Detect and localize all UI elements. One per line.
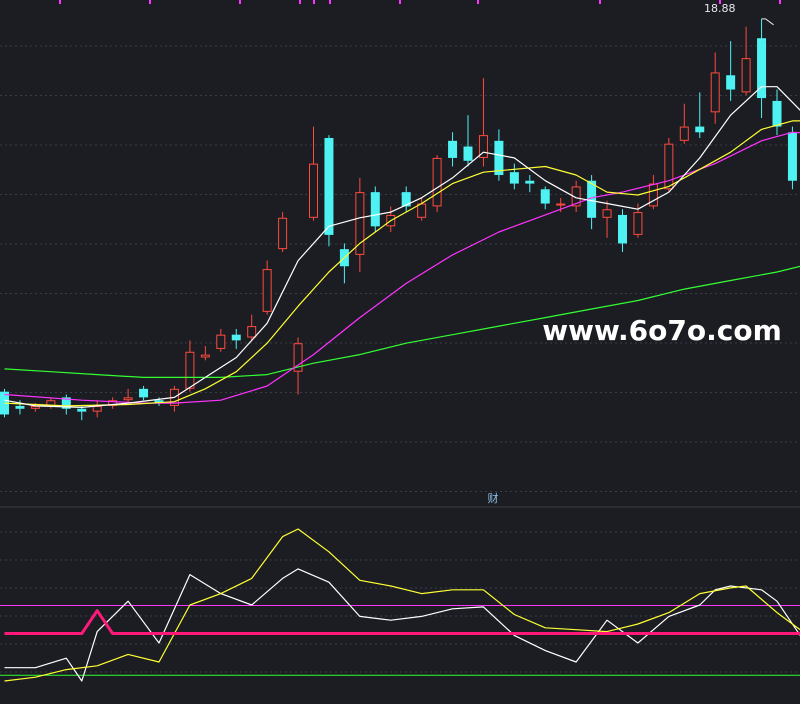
candle xyxy=(602,200,612,238)
candle-body-up xyxy=(432,157,442,207)
candle xyxy=(278,212,288,252)
candle xyxy=(757,18,767,119)
candle-body-up xyxy=(355,192,365,255)
candle xyxy=(432,155,442,213)
candle-body-down xyxy=(231,334,241,341)
candle-body-up xyxy=(633,212,643,235)
candle-body-up xyxy=(293,343,303,372)
candle-body-down xyxy=(0,391,9,415)
candle-body-down xyxy=(726,75,736,90)
candle-body-up xyxy=(216,334,226,349)
candle xyxy=(401,186,411,213)
osc_white-line xyxy=(4,568,800,682)
candle-body-down xyxy=(154,400,164,404)
candle-body-up xyxy=(478,135,488,158)
candle-body-up xyxy=(262,269,272,312)
candle-body-up xyxy=(710,72,720,113)
candle xyxy=(664,137,674,193)
candle xyxy=(679,103,689,144)
candle-body-down xyxy=(61,397,71,409)
candle-body-down xyxy=(787,132,797,181)
candle xyxy=(355,177,365,272)
candle-body-up xyxy=(247,326,257,338)
candlesticks xyxy=(0,18,797,421)
candle-body-down xyxy=(772,100,782,127)
candle xyxy=(571,180,581,213)
ma20-line xyxy=(4,131,800,404)
ma5-line xyxy=(4,86,800,408)
candle-body-up xyxy=(417,203,427,218)
candle xyxy=(262,260,272,315)
high-price-pointer xyxy=(761,18,774,26)
candle xyxy=(231,328,241,349)
candle-body-up xyxy=(123,397,133,401)
candle-body-down xyxy=(77,408,87,412)
watermark: www.6o7o.com xyxy=(542,314,782,347)
candle-body-up xyxy=(185,351,195,389)
candle xyxy=(200,346,210,361)
candle-body-down xyxy=(15,405,25,409)
candle-body-down xyxy=(509,172,519,184)
candle-body-down xyxy=(540,189,550,204)
candle-body-up xyxy=(602,209,612,218)
candle xyxy=(370,186,380,233)
osc_yellow-line xyxy=(4,528,800,682)
candle xyxy=(772,89,782,136)
candle xyxy=(463,115,473,167)
candle-body-down xyxy=(587,180,597,218)
candle-body-down xyxy=(139,388,149,398)
candle-body-up xyxy=(278,217,288,250)
candle xyxy=(185,340,195,392)
candle-body-down xyxy=(525,180,535,184)
candle xyxy=(0,388,9,418)
candle xyxy=(309,126,318,221)
top-tick-marks xyxy=(59,0,781,4)
candle xyxy=(741,26,751,96)
candle xyxy=(139,385,149,401)
candle-body-down xyxy=(695,126,705,133)
candle xyxy=(618,209,627,252)
divider-label: 财 xyxy=(488,491,499,505)
candle xyxy=(695,92,705,138)
candle-body-down xyxy=(618,214,627,244)
candle xyxy=(726,41,736,101)
candle xyxy=(509,163,519,190)
candle-body-up xyxy=(309,163,318,218)
candle-body-down xyxy=(324,137,334,235)
candle xyxy=(293,337,303,395)
indicator-lines xyxy=(0,528,800,682)
candle xyxy=(525,175,535,193)
candle xyxy=(61,394,71,415)
candle-body-down xyxy=(401,192,411,207)
high-price-label: 18.88 xyxy=(704,2,736,15)
candle-body-up xyxy=(664,143,674,190)
moving-average-lines xyxy=(4,86,800,408)
candle-body-up xyxy=(556,203,566,206)
candle-body-up xyxy=(30,405,40,409)
candle xyxy=(787,126,797,190)
candle-body-down xyxy=(370,192,380,227)
candle xyxy=(77,405,87,421)
signal-line xyxy=(4,609,800,635)
candle-body-up xyxy=(571,186,581,207)
candle xyxy=(448,132,458,167)
candle-body-up xyxy=(200,354,210,358)
candle xyxy=(324,135,334,247)
ma10-line xyxy=(4,120,800,407)
candle-body-down xyxy=(463,146,473,161)
candle xyxy=(216,328,226,352)
candle-body-up xyxy=(679,126,689,141)
ma60-line xyxy=(4,265,800,378)
candle-body-down xyxy=(757,38,767,99)
candle xyxy=(123,388,133,404)
candle xyxy=(540,186,550,210)
candle xyxy=(247,314,257,341)
candle xyxy=(710,52,720,124)
candle-body-down xyxy=(448,140,458,158)
candle-body-up xyxy=(92,405,102,412)
candle-body-up xyxy=(741,58,751,93)
candle-body-down xyxy=(494,140,504,176)
